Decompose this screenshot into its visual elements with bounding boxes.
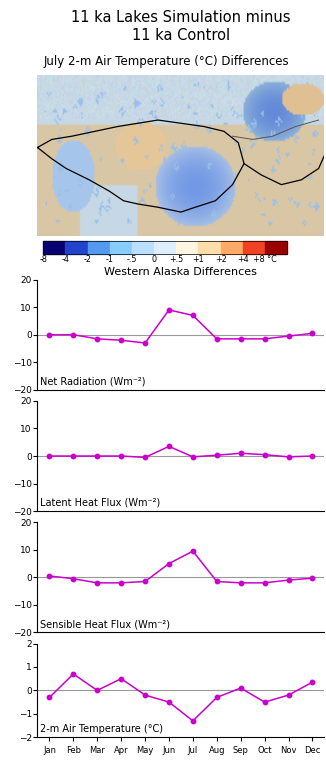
Bar: [221, 241, 243, 254]
Bar: [243, 241, 265, 254]
Text: +4: +4: [237, 256, 248, 265]
Text: -4: -4: [62, 256, 69, 265]
Bar: [43, 241, 66, 254]
Bar: [132, 241, 154, 254]
Text: Sensible Heat Flux (Wm⁻²): Sensible Heat Flux (Wm⁻²): [40, 619, 170, 629]
Bar: [265, 241, 287, 254]
Text: 11 ka Lakes Simulation minus
11 ka Control: 11 ka Lakes Simulation minus 11 ka Contr…: [71, 10, 291, 42]
Text: -8: -8: [39, 256, 47, 265]
Text: -.5: -.5: [126, 256, 137, 265]
Text: -1: -1: [106, 256, 114, 265]
Text: July 2-m Air Temperature (°C) Differences: July 2-m Air Temperature (°C) Difference…: [43, 56, 289, 69]
Bar: [154, 241, 176, 254]
Text: Net Radiation (Wm⁻²): Net Radiation (Wm⁻²): [40, 377, 146, 387]
Text: -2: -2: [83, 256, 92, 265]
Text: 0: 0: [152, 256, 156, 265]
Text: 2-m Air Temperature (°C): 2-m Air Temperature (°C): [40, 724, 163, 734]
Bar: [88, 241, 110, 254]
Bar: [110, 241, 132, 254]
Text: Latent Heat Flux (Wm⁻²): Latent Heat Flux (Wm⁻²): [40, 498, 161, 508]
Text: +.5: +.5: [169, 256, 183, 265]
Text: +2: +2: [215, 256, 227, 265]
Text: +8 °C: +8 °C: [253, 256, 277, 265]
Bar: [43, 241, 287, 254]
Title: Western Alaska Differences: Western Alaska Differences: [105, 267, 257, 277]
Bar: [176, 241, 199, 254]
Bar: [66, 241, 88, 254]
Bar: [199, 241, 221, 254]
Text: +1: +1: [193, 256, 204, 265]
